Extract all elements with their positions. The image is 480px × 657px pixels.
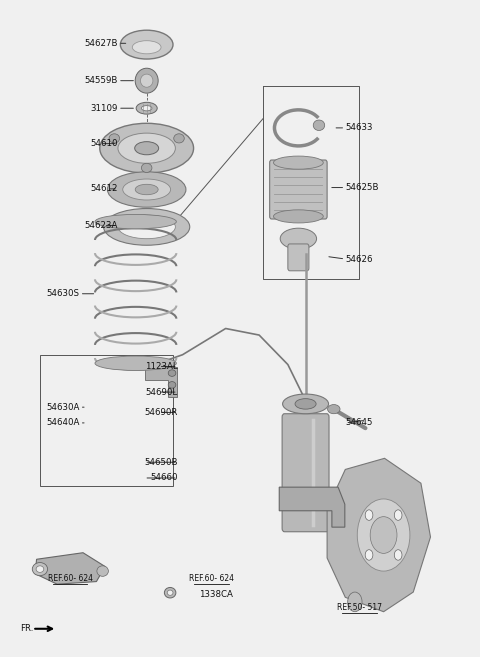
Ellipse shape — [348, 592, 362, 612]
Text: 54630S: 54630S — [47, 289, 80, 298]
Text: 54559B: 54559B — [84, 76, 118, 85]
Ellipse shape — [100, 124, 193, 173]
FancyBboxPatch shape — [288, 244, 309, 271]
Ellipse shape — [370, 516, 397, 553]
Ellipse shape — [295, 399, 316, 409]
Text: 54623A: 54623A — [84, 221, 118, 230]
Ellipse shape — [313, 120, 324, 131]
Ellipse shape — [141, 74, 153, 87]
Ellipse shape — [135, 142, 158, 155]
Ellipse shape — [123, 179, 170, 200]
Ellipse shape — [168, 370, 176, 376]
Polygon shape — [145, 367, 177, 397]
Text: 54610: 54610 — [90, 139, 118, 148]
Text: 54690L: 54690L — [145, 388, 178, 397]
Ellipse shape — [120, 30, 173, 59]
Ellipse shape — [394, 550, 402, 560]
Ellipse shape — [280, 228, 317, 249]
Ellipse shape — [132, 41, 161, 54]
Ellipse shape — [109, 134, 120, 143]
Text: REF.60- 624: REF.60- 624 — [48, 574, 93, 583]
Text: 1123AL: 1123AL — [145, 362, 178, 371]
Ellipse shape — [97, 566, 108, 576]
Text: 54626: 54626 — [345, 254, 373, 263]
Ellipse shape — [274, 156, 323, 170]
Ellipse shape — [164, 587, 176, 598]
Text: 54627B: 54627B — [84, 39, 118, 48]
Ellipse shape — [365, 550, 373, 560]
Ellipse shape — [136, 102, 157, 114]
Polygon shape — [327, 459, 431, 612]
Ellipse shape — [327, 405, 340, 414]
Ellipse shape — [108, 172, 186, 207]
Text: 54630A: 54630A — [46, 403, 80, 412]
Ellipse shape — [135, 68, 158, 93]
FancyBboxPatch shape — [270, 160, 327, 219]
Ellipse shape — [118, 215, 175, 238]
Ellipse shape — [36, 566, 44, 572]
Text: 54690R: 54690R — [144, 408, 178, 417]
Ellipse shape — [174, 134, 184, 143]
Ellipse shape — [168, 382, 176, 388]
Text: 54640A: 54640A — [46, 419, 80, 428]
Ellipse shape — [135, 184, 158, 194]
Text: 54625B: 54625B — [345, 183, 379, 192]
Ellipse shape — [118, 133, 175, 164]
Polygon shape — [35, 553, 105, 584]
Text: 54650B: 54650B — [144, 458, 178, 466]
Ellipse shape — [357, 499, 410, 571]
Text: 54645: 54645 — [345, 419, 373, 428]
Text: 54660: 54660 — [150, 474, 178, 482]
Text: 54612: 54612 — [90, 185, 118, 193]
Ellipse shape — [32, 562, 48, 576]
Text: REF.50- 517: REF.50- 517 — [337, 603, 382, 612]
Ellipse shape — [394, 510, 402, 520]
Text: FR.: FR. — [20, 623, 33, 633]
Ellipse shape — [142, 106, 152, 111]
Text: 31109: 31109 — [91, 104, 118, 113]
FancyBboxPatch shape — [282, 414, 329, 532]
Polygon shape — [279, 487, 345, 527]
Text: 1338CA: 1338CA — [199, 590, 233, 599]
Ellipse shape — [167, 590, 173, 595]
Text: REF.60- 624: REF.60- 624 — [189, 574, 234, 583]
Text: 54633: 54633 — [345, 124, 373, 132]
Ellipse shape — [95, 214, 176, 229]
Ellipse shape — [274, 210, 323, 223]
Ellipse shape — [283, 394, 328, 414]
Ellipse shape — [95, 356, 176, 371]
Ellipse shape — [142, 164, 152, 173]
Ellipse shape — [365, 510, 373, 520]
Ellipse shape — [104, 208, 190, 245]
